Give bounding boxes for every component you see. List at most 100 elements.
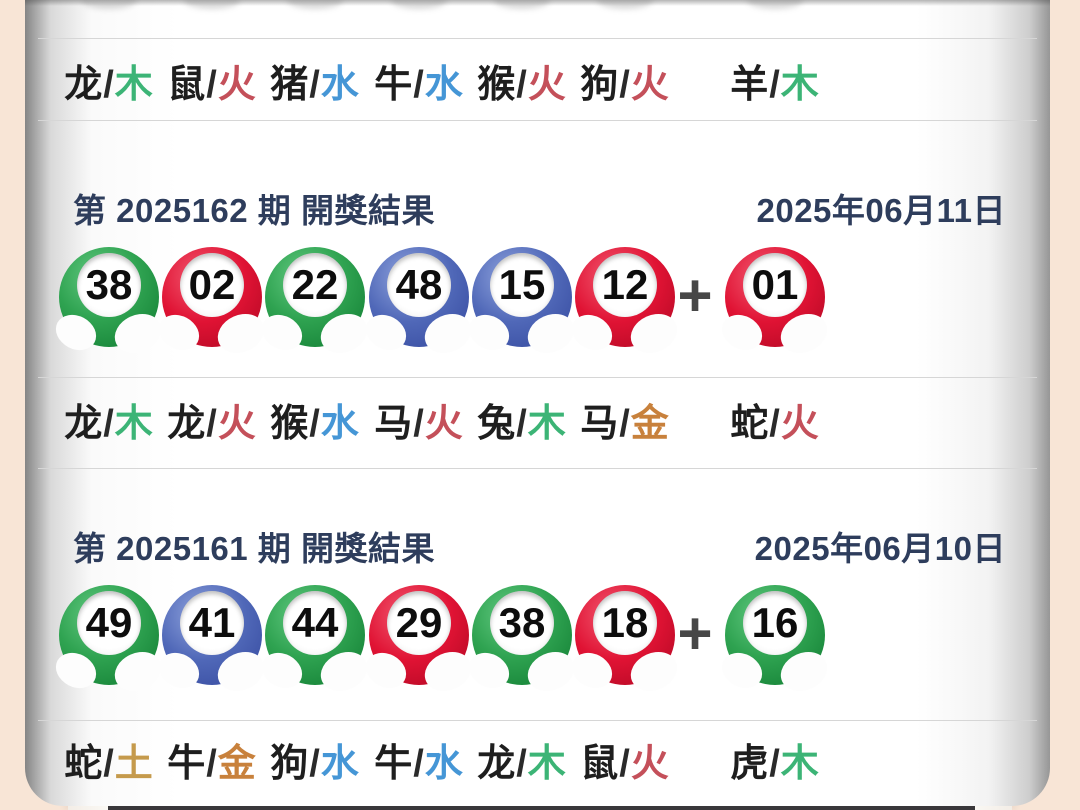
zodiac-slash: / bbox=[309, 403, 321, 445]
zodiac-slash: / bbox=[769, 743, 781, 785]
draw-date: 2025年06月10日 bbox=[754, 530, 1006, 567]
lottery-ball: 38 bbox=[59, 247, 159, 347]
zodiac-animal: 龙 bbox=[64, 403, 104, 445]
zodiac-animal: 猴 bbox=[270, 403, 310, 445]
zodiac-item: 龙/木 bbox=[64, 401, 154, 447]
zodiac-animal: 马 bbox=[374, 403, 414, 445]
zodiac-element: 水 bbox=[424, 743, 464, 785]
zodiac-slash: / bbox=[619, 743, 631, 785]
zodiac-slash: / bbox=[619, 403, 631, 445]
zodiac-slash: / bbox=[516, 64, 528, 106]
zodiac-element: 火 bbox=[780, 403, 820, 445]
zodiac-element: 火 bbox=[217, 64, 257, 106]
zodiac-slash: / bbox=[309, 64, 321, 106]
zodiac-element: 土 bbox=[114, 743, 154, 785]
draw-title: 第 2025162 期 開獎結果 bbox=[73, 192, 435, 229]
lottery-ball: 49 bbox=[59, 585, 159, 685]
ball-smudge bbox=[287, 0, 343, 9]
zodiac-element: 水 bbox=[320, 64, 360, 106]
zodiac-item: 猴/火 bbox=[477, 62, 567, 108]
ball-smudge bbox=[747, 0, 803, 9]
lottery-results-screen[interactable]: 龙/木 鼠/火 猪/水 牛/水 猴/火 狗/火 羊/木 第 2025162 期 … bbox=[25, 0, 1050, 806]
zodiac-item: 鼠/火 bbox=[167, 62, 257, 108]
divider bbox=[38, 120, 1037, 121]
zodiac-slash: / bbox=[413, 64, 425, 106]
zodiac-item: 狗/火 bbox=[580, 62, 670, 108]
ball-smudge bbox=[494, 0, 550, 9]
lottery-ball: 02 bbox=[162, 247, 262, 347]
zodiac-animal: 鼠 bbox=[167, 64, 207, 106]
draw-header: 第 2025162 期 開獎結果 2025年06月11日 bbox=[25, 188, 1050, 234]
ball-smudge bbox=[184, 0, 240, 9]
zodiac-animal: 马 bbox=[580, 403, 620, 445]
zodiac-item: 龙/木 bbox=[477, 741, 567, 787]
ball-smudge bbox=[597, 0, 653, 9]
zodiac-animal: 虎 bbox=[730, 743, 770, 785]
zodiac-element: 水 bbox=[320, 743, 360, 785]
zodiac-item: 马/金 bbox=[580, 401, 670, 447]
zodiac-slash: / bbox=[619, 64, 631, 106]
zodiac-slash: / bbox=[413, 743, 425, 785]
plus-sign: + bbox=[677, 599, 713, 667]
zodiac-slash: / bbox=[516, 743, 528, 785]
zodiac-element: 火 bbox=[424, 403, 464, 445]
zodiac-animal: 兔 bbox=[477, 403, 517, 445]
zodiac-slash: / bbox=[516, 403, 528, 445]
ball-number: 18 bbox=[593, 591, 657, 655]
draw-date: 2025年06月11日 bbox=[756, 192, 1006, 229]
divider bbox=[38, 720, 1037, 721]
zodiac-row: 龙/木 龙/火 猴/水 马/火 兔/木 马/金 蛇/火 bbox=[25, 401, 1050, 451]
zodiac-item: 蛇/土 bbox=[64, 741, 154, 787]
zodiac-animal: 狗 bbox=[580, 64, 620, 106]
ball-number: 41 bbox=[180, 591, 244, 655]
zodiac-animal: 蛇 bbox=[730, 403, 770, 445]
ball-number: 38 bbox=[77, 253, 141, 317]
ball-number: 44 bbox=[283, 591, 347, 655]
zodiac-slash: / bbox=[206, 743, 218, 785]
zodiac-item: 虎/木 bbox=[730, 741, 820, 787]
zodiac-animal: 蛇 bbox=[64, 743, 104, 785]
ball-smudge bbox=[391, 0, 447, 9]
zodiac-animal: 羊 bbox=[730, 64, 770, 106]
zodiac-element: 火 bbox=[630, 743, 670, 785]
zodiac-animal: 牛 bbox=[374, 743, 414, 785]
zodiac-row: 蛇/土 牛/金 狗/水 牛/水 龙/木 鼠/火 虎/木 bbox=[25, 741, 1050, 791]
draw-title: 第 2025161 期 開獎結果 bbox=[73, 530, 435, 567]
lottery-ball: 44 bbox=[265, 585, 365, 685]
lottery-ball: 22 bbox=[265, 247, 365, 347]
zodiac-item: 蛇/火 bbox=[730, 401, 820, 447]
zodiac-animal: 牛 bbox=[167, 743, 207, 785]
zodiac-slash: / bbox=[769, 403, 781, 445]
lottery-ball: 18 bbox=[575, 585, 675, 685]
zodiac-element: 木 bbox=[780, 64, 820, 106]
zodiac-element: 木 bbox=[527, 743, 567, 785]
zodiac-item: 狗/水 bbox=[270, 741, 360, 787]
zodiac-slash: / bbox=[206, 64, 218, 106]
zodiac-animal: 龙 bbox=[477, 743, 517, 785]
zodiac-element: 金 bbox=[630, 403, 670, 445]
divider bbox=[38, 38, 1037, 39]
zodiac-slash: / bbox=[103, 743, 115, 785]
zodiac-item: 马/火 bbox=[374, 401, 464, 447]
zodiac-slash: / bbox=[769, 64, 781, 106]
zodiac-element: 金 bbox=[217, 743, 257, 785]
ball-number: 49 bbox=[77, 591, 141, 655]
zodiac-element: 木 bbox=[114, 64, 154, 106]
ball-number: 01 bbox=[743, 253, 807, 317]
zodiac-element: 木 bbox=[780, 743, 820, 785]
ball-number: 12 bbox=[593, 253, 657, 317]
ball-number: 48 bbox=[387, 253, 451, 317]
zodiac-element: 木 bbox=[114, 403, 154, 445]
zodiac-item: 龙/木 bbox=[64, 62, 154, 108]
divider bbox=[38, 468, 1037, 469]
zodiac-item: 鼠/火 bbox=[580, 741, 670, 787]
ball-number: 22 bbox=[283, 253, 347, 317]
special-ball: 01 bbox=[725, 247, 825, 347]
zodiac-item: 牛/金 bbox=[167, 741, 257, 787]
lottery-ball: 48 bbox=[369, 247, 469, 347]
lottery-ball: 38 bbox=[472, 585, 572, 685]
zodiac-element: 水 bbox=[320, 403, 360, 445]
zodiac-animal: 猪 bbox=[270, 64, 310, 106]
divider bbox=[38, 377, 1037, 378]
